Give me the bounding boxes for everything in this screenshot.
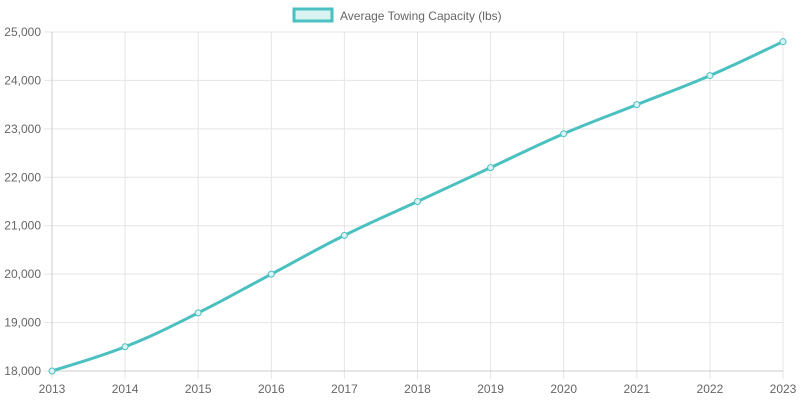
x-tick-label: 2016 [258, 382, 285, 396]
legend-swatch [292, 7, 334, 23]
x-tick-label: 2017 [331, 382, 358, 396]
data-point[interactable] [340, 231, 348, 239]
x-tick-label: 2021 [623, 382, 650, 396]
data-point[interactable] [267, 270, 275, 278]
x-tick-label: 2018 [404, 382, 431, 396]
legend-label: Average Towing Capacity (lbs) [340, 9, 502, 23]
x-tick-label: 2022 [697, 382, 724, 396]
y-tick-label: 19,000 [4, 316, 41, 330]
y-tick-label: 24,000 [4, 73, 41, 87]
series-group [48, 38, 787, 375]
x-tick-label: 2015 [185, 382, 212, 396]
x-tick-label: 2020 [550, 382, 577, 396]
data-point[interactable] [779, 38, 787, 46]
data-point[interactable] [48, 367, 56, 375]
y-tick-label: 21,000 [4, 219, 41, 233]
data-point[interactable] [560, 130, 568, 138]
y-axis-ticks: 18,000 19,000 20,000 21,000 22,000 23,000 24,0… [4, 25, 41, 378]
x-axis-ticks: 2013 2014 2015 2016 2017 2018 2019 2020 2021 2022… [39, 382, 797, 396]
x-tick-label: 2019 [477, 382, 504, 396]
data-point[interactable] [487, 164, 495, 172]
data-point[interactable] [194, 309, 202, 317]
x-tick-label: 2014 [112, 382, 139, 396]
data-point[interactable] [633, 101, 641, 109]
y-tick-label: 25,000 [4, 25, 41, 39]
x-tick-label: 2023 [770, 382, 797, 396]
data-point[interactable] [706, 72, 714, 80]
data-point[interactable] [121, 343, 129, 351]
axes [51, 32, 783, 372]
data-point[interactable] [414, 198, 421, 205]
y-tick-label: 23,000 [4, 122, 41, 136]
y-tick-label: 22,000 [4, 170, 41, 184]
legend[interactable]: Average Towing Capacity (lbs) [292, 7, 502, 23]
y-tick-label: 20,000 [4, 267, 41, 281]
y-tick-label: 18,000 [4, 364, 41, 378]
grid [44, 31, 784, 379]
x-tick-label: 2013 [39, 382, 66, 396]
